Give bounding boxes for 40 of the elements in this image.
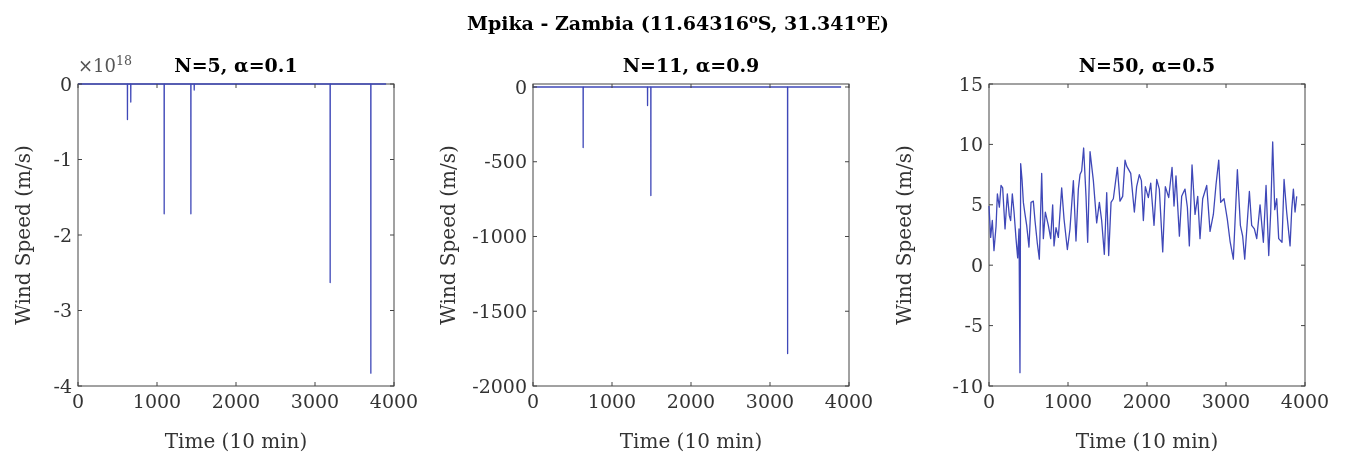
y-tick-label: -2 [53,223,72,246]
y-tick-label: -500 [484,150,527,173]
x-tick-label: 2000 [211,390,261,412]
x-tick-label: 4000 [824,390,874,412]
text: Mpika - Zambia (11.64316$^{o}$S, 31.341$^{o}$E) [466,10,890,34]
y-tick-label: 0 [514,75,527,98]
x-tick-label: 1000 [132,390,182,412]
y-tick-label: -4 [53,374,72,397]
x-axis-title: Time (10 min) [164,429,308,453]
line-series [988,141,1298,374]
y-tick-label: 10 [958,133,983,156]
chart-title: N=11, α=0.9 [622,54,760,76]
x-tick-label: 2000 [1122,390,1172,412]
y-axis-title: Wind Speed (m/s) [11,145,35,325]
text: ×10$^{18}$ [78,52,133,76]
x-tick-label: 2000 [666,390,716,412]
y-axis-title: Wind Speed (m/s) [892,145,916,325]
y-tick-label: -1000 [472,225,527,248]
y-tick-label: 5 [970,193,983,216]
x-axis-title: Time (10 min) [619,429,763,453]
chart-title: N=50, α=0.5 [1078,54,1216,76]
x-axis-title: Time (10 min) [1075,429,1219,453]
x-tick-label: 1000 [1043,390,1093,412]
y-tick-label: -10 [952,374,983,397]
y-tick-label: -1 [53,148,72,171]
y-axis-title: Wind Speed (m/s) [436,145,460,325]
y-tick-label: -1500 [472,299,527,322]
y-tick-label: 0 [59,72,72,95]
x-tick-label: 4000 [369,390,419,412]
x-tick-label: 3000 [290,390,340,412]
chart-title: N=5, α=0.1 [174,54,298,76]
y-tick-label: -2000 [472,374,527,397]
x-tick-label: 4000 [1280,390,1330,412]
x-tick-label: 3000 [745,390,795,412]
y-tick-label: 15 [958,72,983,95]
x-tick-label: 1000 [587,390,637,412]
y-tick-label: -5 [964,314,983,337]
x-tick-label: 3000 [1201,390,1251,412]
y-tick-label: 0 [970,253,983,276]
y-tick-label: -3 [53,299,72,322]
